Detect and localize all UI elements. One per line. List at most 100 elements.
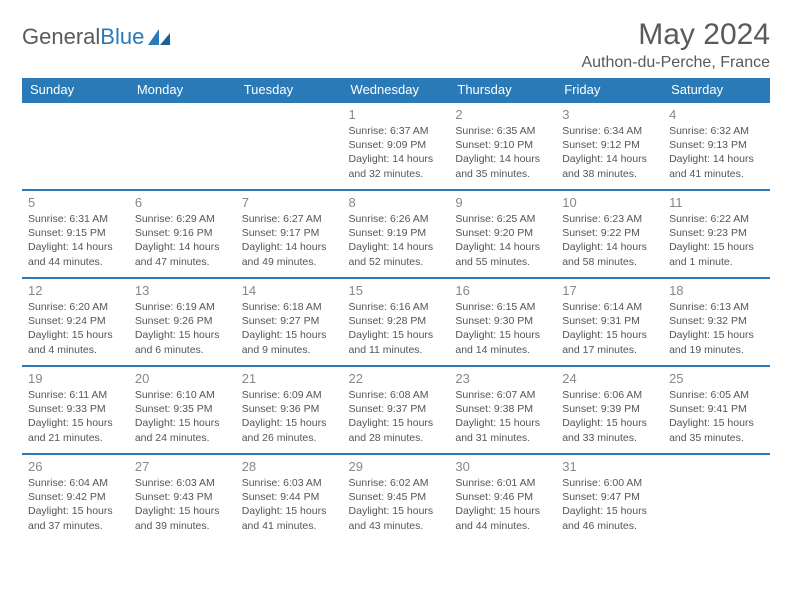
day-number: 15 bbox=[349, 283, 444, 298]
sunrise-line: Sunrise: 6:32 AM bbox=[669, 124, 764, 138]
calendar-day-cell bbox=[22, 102, 129, 190]
calendar-day-cell: 7Sunrise: 6:27 AMSunset: 9:17 PMDaylight… bbox=[236, 190, 343, 278]
day-info: Sunrise: 6:01 AMSunset: 9:46 PMDaylight:… bbox=[455, 476, 550, 533]
daylight-line: Daylight: 14 hours and 58 minutes. bbox=[562, 240, 657, 268]
calendar-day-cell bbox=[129, 102, 236, 190]
calendar-day-cell: 10Sunrise: 6:23 AMSunset: 9:22 PMDayligh… bbox=[556, 190, 663, 278]
daylight-line: Daylight: 14 hours and 49 minutes. bbox=[242, 240, 337, 268]
sunrise-line: Sunrise: 6:00 AM bbox=[562, 476, 657, 490]
daylight-line: Daylight: 15 hours and 35 minutes. bbox=[669, 416, 764, 444]
sunset-line: Sunset: 9:31 PM bbox=[562, 314, 657, 328]
day-info: Sunrise: 6:29 AMSunset: 9:16 PMDaylight:… bbox=[135, 212, 230, 269]
sunset-line: Sunset: 9:15 PM bbox=[28, 226, 123, 240]
day-info: Sunrise: 6:16 AMSunset: 9:28 PMDaylight:… bbox=[349, 300, 444, 357]
sunrise-line: Sunrise: 6:27 AM bbox=[242, 212, 337, 226]
day-info: Sunrise: 6:11 AMSunset: 9:33 PMDaylight:… bbox=[28, 388, 123, 445]
calendar-day-cell: 20Sunrise: 6:10 AMSunset: 9:35 PMDayligh… bbox=[129, 366, 236, 454]
weekday-header: Wednesday bbox=[343, 78, 450, 102]
day-number: 11 bbox=[669, 195, 764, 210]
day-number: 2 bbox=[455, 107, 550, 122]
day-number: 16 bbox=[455, 283, 550, 298]
day-number: 19 bbox=[28, 371, 123, 386]
calendar-day-cell: 17Sunrise: 6:14 AMSunset: 9:31 PMDayligh… bbox=[556, 278, 663, 366]
calendar-day-cell: 27Sunrise: 6:03 AMSunset: 9:43 PMDayligh… bbox=[129, 454, 236, 542]
daylight-line: Daylight: 14 hours and 32 minutes. bbox=[349, 152, 444, 180]
header: GeneralBlue May 2024 Authon-du-Perche, F… bbox=[22, 18, 770, 72]
daylight-line: Daylight: 15 hours and 26 minutes. bbox=[242, 416, 337, 444]
sunset-line: Sunset: 9:19 PM bbox=[349, 226, 444, 240]
day-number: 4 bbox=[669, 107, 764, 122]
daylight-line: Daylight: 14 hours and 38 minutes. bbox=[562, 152, 657, 180]
daylight-line: Daylight: 15 hours and 17 minutes. bbox=[562, 328, 657, 356]
daylight-line: Daylight: 15 hours and 28 minutes. bbox=[349, 416, 444, 444]
day-info: Sunrise: 6:18 AMSunset: 9:27 PMDaylight:… bbox=[242, 300, 337, 357]
calendar-day-cell: 21Sunrise: 6:09 AMSunset: 9:36 PMDayligh… bbox=[236, 366, 343, 454]
daylight-line: Daylight: 15 hours and 19 minutes. bbox=[669, 328, 764, 356]
day-info: Sunrise: 6:09 AMSunset: 9:36 PMDaylight:… bbox=[242, 388, 337, 445]
day-info: Sunrise: 6:13 AMSunset: 9:32 PMDaylight:… bbox=[669, 300, 764, 357]
sunset-line: Sunset: 9:30 PM bbox=[455, 314, 550, 328]
calendar-day-cell: 23Sunrise: 6:07 AMSunset: 9:38 PMDayligh… bbox=[449, 366, 556, 454]
sunset-line: Sunset: 9:41 PM bbox=[669, 402, 764, 416]
day-info: Sunrise: 6:07 AMSunset: 9:38 PMDaylight:… bbox=[455, 388, 550, 445]
calendar-day-cell: 15 Sunrise: 6:16 AMSunset: 9:28 PMDayligh… bbox=[343, 278, 450, 366]
sunrise-line: Sunrise: 6:13 AM bbox=[669, 300, 764, 314]
day-info: Sunrise: 6:20 AMSunset: 9:24 PMDaylight:… bbox=[28, 300, 123, 357]
sunrise-line: Sunrise: 6:03 AM bbox=[242, 476, 337, 490]
calendar-week-row: 5Sunrise: 6:31 AMSunset: 9:15 PMDaylight… bbox=[22, 190, 770, 278]
calendar-day-cell: 14 Sunrise: 6:18 AMSunset: 9:27 PMDayligh… bbox=[236, 278, 343, 366]
calendar-day-cell: 12Sunrise: 6:20 AMSunset: 9:24 PMDayligh… bbox=[22, 278, 129, 366]
sunset-line: Sunset: 9:10 PM bbox=[455, 138, 550, 152]
sunrise-line: Sunrise: 6:25 AM bbox=[455, 212, 550, 226]
sunrise-line: Sunrise: 6:15 AM bbox=[455, 300, 550, 314]
sunrise-line: Sunrise: 6:11 AM bbox=[28, 388, 123, 402]
calendar-day-cell: 6 Sunrise: 6:29 AMSunset: 9:16 PMDaylight… bbox=[129, 190, 236, 278]
sunrise-line: Sunrise: 6:06 AM bbox=[562, 388, 657, 402]
daylight-line: Daylight: 15 hours and 37 minutes. bbox=[28, 504, 123, 532]
logo-part1: General bbox=[22, 24, 100, 49]
calendar-day-cell: 8Sunrise: 6:26 AMSunset: 9:19 PMDaylight… bbox=[343, 190, 450, 278]
day-number: 3 bbox=[562, 107, 657, 122]
sunset-line: Sunset: 9:42 PM bbox=[28, 490, 123, 504]
sunset-line: Sunset: 9:16 PM bbox=[135, 226, 230, 240]
sunrise-line: Sunrise: 6:16 AM bbox=[349, 300, 444, 314]
location: Authon-du-Perche, France bbox=[581, 54, 770, 72]
day-number: 17 bbox=[562, 283, 657, 298]
title-block: May 2024 Authon-du-Perche, France bbox=[581, 18, 770, 72]
sunrise-line: Sunrise: 6:04 AM bbox=[28, 476, 123, 490]
calendar-body: 1Sunrise: 6:37 AMSunset: 9:09 PMDaylight… bbox=[22, 102, 770, 542]
day-info: Sunrise: 6:23 AMSunset: 9:22 PMDaylight:… bbox=[562, 212, 657, 269]
sunset-line: Sunset: 9:38 PM bbox=[455, 402, 550, 416]
sunset-line: Sunset: 9:27 PM bbox=[242, 314, 337, 328]
daylight-line: Daylight: 14 hours and 47 minutes. bbox=[135, 240, 230, 268]
calendar-week-row: 26Sunrise: 6:04 AMSunset: 9:42 PMDayligh… bbox=[22, 454, 770, 542]
sunset-line: Sunset: 9:32 PM bbox=[669, 314, 764, 328]
daylight-line: Daylight: 15 hours and 46 minutes. bbox=[562, 504, 657, 532]
daylight-line: Daylight: 15 hours and 9 minutes. bbox=[242, 328, 337, 356]
daylight-line: Daylight: 15 hours and 44 minutes. bbox=[455, 504, 550, 532]
weekday-header: Monday bbox=[129, 78, 236, 102]
calendar-day-cell: 1Sunrise: 6:37 AMSunset: 9:09 PMDaylight… bbox=[343, 102, 450, 190]
sunset-line: Sunset: 9:26 PM bbox=[135, 314, 230, 328]
day-info: Sunrise: 6:15 AMSunset: 9:30 PMDaylight:… bbox=[455, 300, 550, 357]
day-number: 14 bbox=[242, 283, 337, 298]
sunrise-line: Sunrise: 6:19 AM bbox=[135, 300, 230, 314]
sunset-line: Sunset: 9:44 PM bbox=[242, 490, 337, 504]
day-number: 28 bbox=[242, 459, 337, 474]
day-number: 9 bbox=[455, 195, 550, 210]
day-info: Sunrise: 6:31 AMSunset: 9:15 PMDaylight:… bbox=[28, 212, 123, 269]
daylight-line: Daylight: 14 hours and 41 minutes. bbox=[669, 152, 764, 180]
calendar-day-cell: 24Sunrise: 6:06 AMSunset: 9:39 PMDayligh… bbox=[556, 366, 663, 454]
sunset-line: Sunset: 9:39 PM bbox=[562, 402, 657, 416]
sunset-line: Sunset: 9:37 PM bbox=[349, 402, 444, 416]
day-info: Sunrise: 6:05 AMSunset: 9:41 PMDaylight:… bbox=[669, 388, 764, 445]
weekday-header: Saturday bbox=[663, 78, 770, 102]
day-number: 7 bbox=[242, 195, 337, 210]
sunset-line: Sunset: 9:13 PM bbox=[669, 138, 764, 152]
day-number: 6 bbox=[135, 195, 230, 210]
sunrise-line: Sunrise: 6:18 AM bbox=[242, 300, 337, 314]
daylight-line: Daylight: 14 hours and 44 minutes. bbox=[28, 240, 123, 268]
day-info: Sunrise: 6:32 AMSunset: 9:13 PMDaylight:… bbox=[669, 124, 764, 181]
weekday-header: Sunday bbox=[22, 78, 129, 102]
day-number: 20 bbox=[135, 371, 230, 386]
